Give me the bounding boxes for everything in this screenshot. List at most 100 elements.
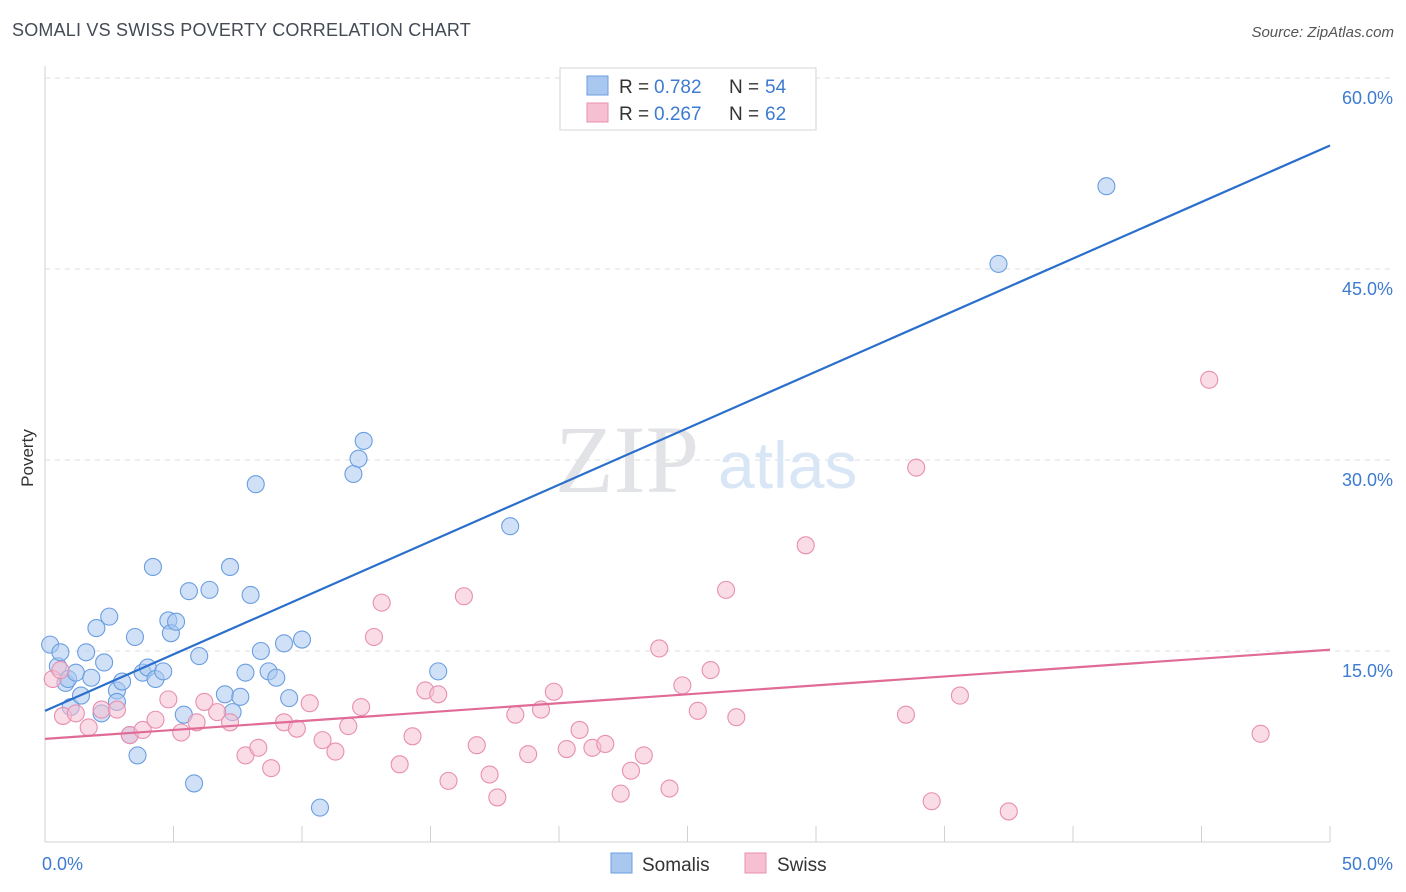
swiss-point-21 <box>300 694 319 713</box>
legend-r-label-somalis: R = <box>619 77 649 98</box>
gridlines <box>45 77 1394 652</box>
swiss-point-53 <box>716 580 736 599</box>
somalis-point-39 <box>246 475 265 494</box>
legend-n-label-somalis: N = <box>729 77 759 98</box>
swiss-point-41 <box>557 739 576 759</box>
data-points <box>41 177 1270 821</box>
swiss-point-49 <box>660 779 679 798</box>
somalis-point-12 <box>95 653 114 672</box>
swiss-point-4 <box>79 718 98 737</box>
correlation-legend: R = 0.782 N = 54 R = 0.267 N = 62 <box>559 67 817 131</box>
watermark-atlas: atlas <box>718 428 857 502</box>
swiss-point-56 <box>896 705 916 724</box>
bottom-legend-label-swiss: Swiss <box>777 855 827 876</box>
legend-swatch-somalis <box>586 75 609 96</box>
somalis-point-22 <box>143 557 162 577</box>
tick-labels: 15.0% 30.0% 45.0% 60.0% 0.0% 50.0% <box>42 88 1393 874</box>
somalis-point-19 <box>128 746 147 765</box>
x-tick-label-0: 0.0% <box>42 854 83 874</box>
swiss-point-10 <box>159 690 178 709</box>
bottom-legend-label-somalis: Somalis <box>642 855 710 876</box>
swiss-point-15 <box>220 713 240 732</box>
swiss-point-26 <box>364 627 384 647</box>
swiss-point-46 <box>621 761 641 780</box>
swiss-point-54 <box>727 708 746 727</box>
y-axis-title: Poverty <box>18 429 37 487</box>
y-tick-label-0: 15.0% <box>1342 661 1393 681</box>
swiss-point-11 <box>172 723 191 742</box>
swiss-point-36 <box>488 788 507 807</box>
somalis-point-53 <box>1097 177 1116 196</box>
somalis-point-36 <box>231 687 250 706</box>
swiss-point-33 <box>454 587 473 606</box>
swiss-point-22 <box>313 731 332 750</box>
swiss-point-47 <box>634 746 653 765</box>
somalis-point-49 <box>354 431 373 450</box>
somalis-point-45 <box>292 630 312 649</box>
somalis-point-32 <box>200 580 219 599</box>
legend-n-label-swiss: N = <box>729 104 759 125</box>
swiss-point-14 <box>208 703 227 722</box>
somalis-point-34 <box>220 557 240 577</box>
watermark: ZIP atlas <box>555 406 857 513</box>
somalis-point-48 <box>349 449 368 468</box>
bottom-legend-swatch-somalis <box>610 852 633 874</box>
swiss-point-62 <box>1251 724 1270 743</box>
somalis-point-40 <box>251 641 270 661</box>
somalis-point-16 <box>113 672 132 691</box>
swiss-point-50 <box>673 676 692 695</box>
swiss-point-1 <box>51 661 70 680</box>
somalis-point-33 <box>215 685 234 704</box>
swiss-point-38 <box>519 745 538 764</box>
y-tick-label-2: 45.0% <box>1342 279 1393 299</box>
swiss-point-48 <box>650 639 669 658</box>
somalis-point-47 <box>344 464 363 484</box>
somalis-point-42 <box>267 668 286 687</box>
swiss-point-9 <box>146 710 165 729</box>
somalis-point-52 <box>989 254 1008 273</box>
somalis-point-30 <box>185 774 204 793</box>
swiss-point-31 <box>429 685 448 704</box>
swiss-point-24 <box>339 717 358 736</box>
swiss-point-55 <box>796 536 815 555</box>
y-tick-label-1: 30.0% <box>1342 470 1393 490</box>
somalis-point-31 <box>190 647 209 666</box>
y-tick-label-3: 60.0% <box>1342 88 1393 108</box>
somalis-point-24 <box>154 662 173 681</box>
swiss-point-32 <box>439 771 458 790</box>
somalis-point-27 <box>167 612 186 631</box>
somalis-point-10 <box>87 619 106 638</box>
swiss-point-18 <box>262 759 281 778</box>
somalis-trend-line <box>44 144 1331 712</box>
swiss-point-37 <box>506 705 525 724</box>
swiss-point-8 <box>133 720 152 739</box>
series-somalis <box>41 177 1116 817</box>
somalis-point-51 <box>501 517 520 536</box>
axes <box>44 66 1331 843</box>
swiss-point-44 <box>596 734 615 754</box>
swiss-point-40 <box>544 682 563 701</box>
legend-r-label-swiss: R = <box>619 104 649 125</box>
swiss-point-42 <box>570 720 589 739</box>
swiss-point-57 <box>907 458 926 477</box>
swiss-point-20 <box>287 719 306 738</box>
swiss-point-28 <box>390 755 409 774</box>
swiss-point-17 <box>249 738 268 757</box>
somalis-point-29 <box>179 582 198 601</box>
swiss-point-52 <box>701 661 720 680</box>
swiss-point-23 <box>326 742 345 761</box>
somalis-point-2 <box>51 643 70 662</box>
somalis-point-8 <box>77 643 96 662</box>
swiss-point-3 <box>66 704 85 723</box>
legend-r-value-somalis: 0.782 <box>654 77 702 98</box>
somalis-point-18 <box>125 627 144 647</box>
x-tick-label-1: 50.0% <box>1342 854 1393 874</box>
somalis-point-46 <box>310 798 330 817</box>
swiss-point-45 <box>611 784 630 803</box>
legend-n-value-swiss: 62 <box>765 104 786 125</box>
somalis-point-9 <box>82 668 101 687</box>
swiss-point-34 <box>467 736 486 755</box>
series-swiss <box>43 370 1270 821</box>
swiss-point-13 <box>195 692 214 711</box>
swiss-point-25 <box>352 697 371 717</box>
